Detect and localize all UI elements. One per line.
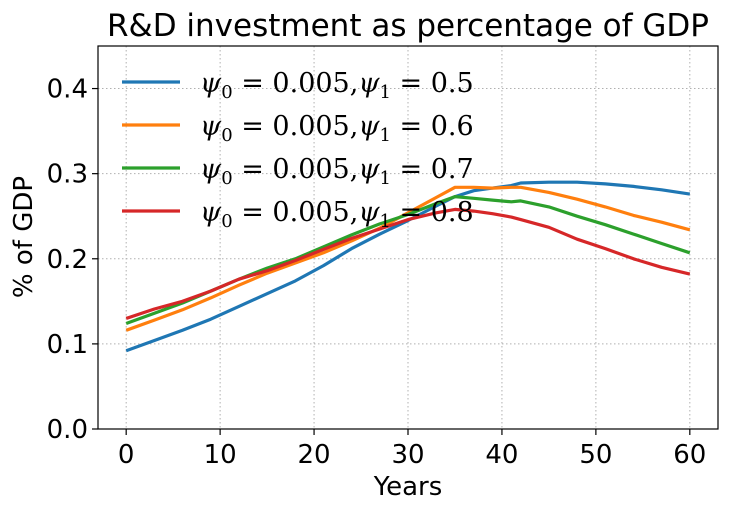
x-tick-label: 10 (204, 440, 237, 470)
legend-label-4: ψ0 = 0.005,ψ1 = 0.8 (200, 197, 474, 232)
series-line-1 (125, 180, 691, 353)
y-tick-label: 0.2 (47, 245, 88, 275)
y-tick-label: 0.0 (47, 415, 88, 445)
x-tick-label: 50 (579, 440, 612, 470)
y-axis-label: % of GDP (9, 176, 39, 298)
grid (98, 46, 718, 430)
x-tick-label: 40 (485, 440, 518, 470)
legend: ψ0 = 0.005,ψ1 = 0.5 ψ0 = 0.005,ψ1 = 0.6 ψ0… (122, 68, 474, 232)
y-tick-label: 0.4 (47, 75, 88, 105)
x-tick-label: 0 (118, 440, 135, 470)
x-tick-label: 20 (298, 440, 331, 470)
series-line-2 (125, 185, 691, 332)
x-axis-ticks: 0 10 20 30 40 50 60 (118, 429, 706, 470)
y-axis-ticks: 0.0 0.1 0.2 0.3 0.4 (47, 75, 98, 445)
legend-label-1: ψ0 = 0.005,ψ1 = 0.5 (200, 68, 474, 103)
y-tick-label: 0.3 (47, 160, 88, 190)
y-tick-label: 0.1 (47, 330, 88, 360)
x-axis-label: Years (373, 472, 443, 502)
chart-title: R&D investment as percentage of GDP (107, 8, 709, 44)
legend-label-2: ψ0 = 0.005,ψ1 = 0.6 (200, 111, 474, 146)
legend-label-3: ψ0 = 0.005,ψ1 = 0.7 (200, 154, 474, 189)
x-tick-label: 30 (391, 440, 424, 470)
series-lines (125, 180, 691, 353)
x-tick-label: 60 (673, 440, 706, 470)
series-line-4 (125, 207, 691, 320)
